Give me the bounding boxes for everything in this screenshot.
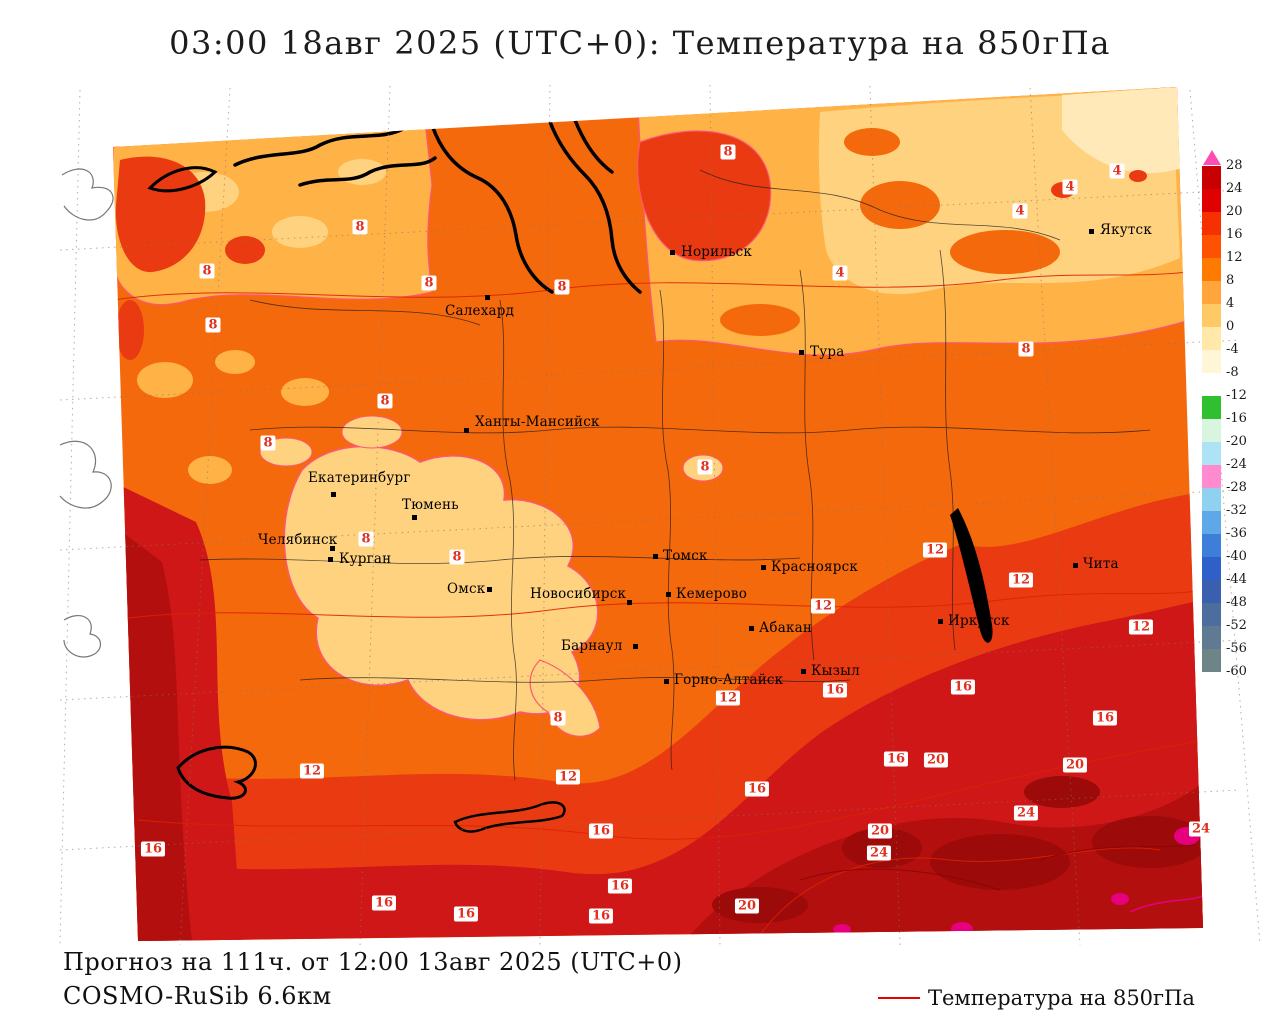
model-info: COSMO-RuSib 6.6км [63,982,332,1010]
colorbar-tick-label: -4 [1226,342,1239,357]
colorbar-tick-label: -28 [1226,480,1247,495]
temp-band-yellow-lobe [259,415,724,737]
temp-band-warm-top [113,87,1191,484]
colorbar-cell [1202,189,1221,212]
colorbar-cell [1202,511,1221,534]
colorbar-tick-label: 4 [1226,296,1235,311]
contour-lines [113,269,1203,936]
colorbar: 28 24 20 16 12 8 4 0 -4 -8 -12 -16 -20 -24 -28 -32 -36 -4… [1202,150,1272,679]
colorbar-tick-label: -16 [1226,411,1247,426]
colorbar-cell [1202,626,1221,649]
outside-coastlines [59,168,114,658]
colorbar-tick-label: 8 [1226,273,1235,288]
page-title: 03:00 18авг 2025 (UTC+0): Температура на… [169,24,1111,62]
colorbar-cell [1202,580,1221,603]
colorbar-tick-label: 16 [1226,227,1243,242]
colorbar-cell [1202,281,1221,304]
legend-label: Температура на 850гПа [928,986,1195,1010]
colorbar-cell [1202,557,1221,580]
colorbar-tick-label: -12 [1226,388,1247,403]
coastlines [147,88,642,833]
colorbar-tick-label: 24 [1226,181,1243,196]
colorbar-cell [1202,258,1221,281]
colorbar-cell [1202,419,1221,442]
colorbar-cell [1202,465,1221,488]
colorbar-tick-label: -48 [1226,595,1247,610]
colorbar-cell [1202,304,1221,327]
graticule [59,84,1261,946]
colorbar-cell [1202,212,1221,235]
colorbar-cell [1202,488,1221,511]
forecast-info: Прогноз на 111ч. от 12:00 13авг 2025 (UT… [63,948,683,976]
colorbar-tick-label: -8 [1226,365,1239,380]
colorbar-tick-label: 28 [1226,158,1243,173]
colorbar-arrow-icon [1203,150,1221,165]
colorbar-tick-label: -60 [1226,664,1247,679]
colorbar-cell [1202,166,1221,189]
colorbar-cells [1202,166,1221,672]
colorbar-tick-label: -40 [1226,549,1247,564]
colorbar-tick-label: -20 [1226,434,1247,449]
colorbar-tick-label: -52 [1226,618,1247,633]
region-boundaries [199,169,1151,781]
colorbar-cell [1202,603,1221,626]
colorbar-cell [1202,327,1221,350]
lake-baikal [950,508,993,643]
legend: Температура на 850гПа [878,986,1195,1010]
colorbar-tick-label: 12 [1226,250,1243,265]
colorbar-cell [1202,235,1221,258]
colorbar-cell [1202,534,1221,557]
colorbar-tick-label: -56 [1226,641,1247,656]
colorbar-cell [1202,442,1221,465]
colorbar-cell [1202,396,1221,419]
contour-line-magenta [1129,895,1203,913]
colorbar-tick-label: -24 [1226,457,1247,472]
colorbar-tick-label: -36 [1226,526,1247,541]
colorbar-tick-label: 0 [1226,319,1235,334]
colorbar-cell [1202,350,1221,373]
colorbar-cell [1202,649,1221,672]
colorbar-tick-label: -44 [1226,572,1247,587]
colorbar-tick-label: -32 [1226,503,1247,518]
legend-line-icon [878,997,920,999]
colorbar-cell [1202,373,1221,396]
colorbar-tick-label: 20 [1226,204,1243,219]
